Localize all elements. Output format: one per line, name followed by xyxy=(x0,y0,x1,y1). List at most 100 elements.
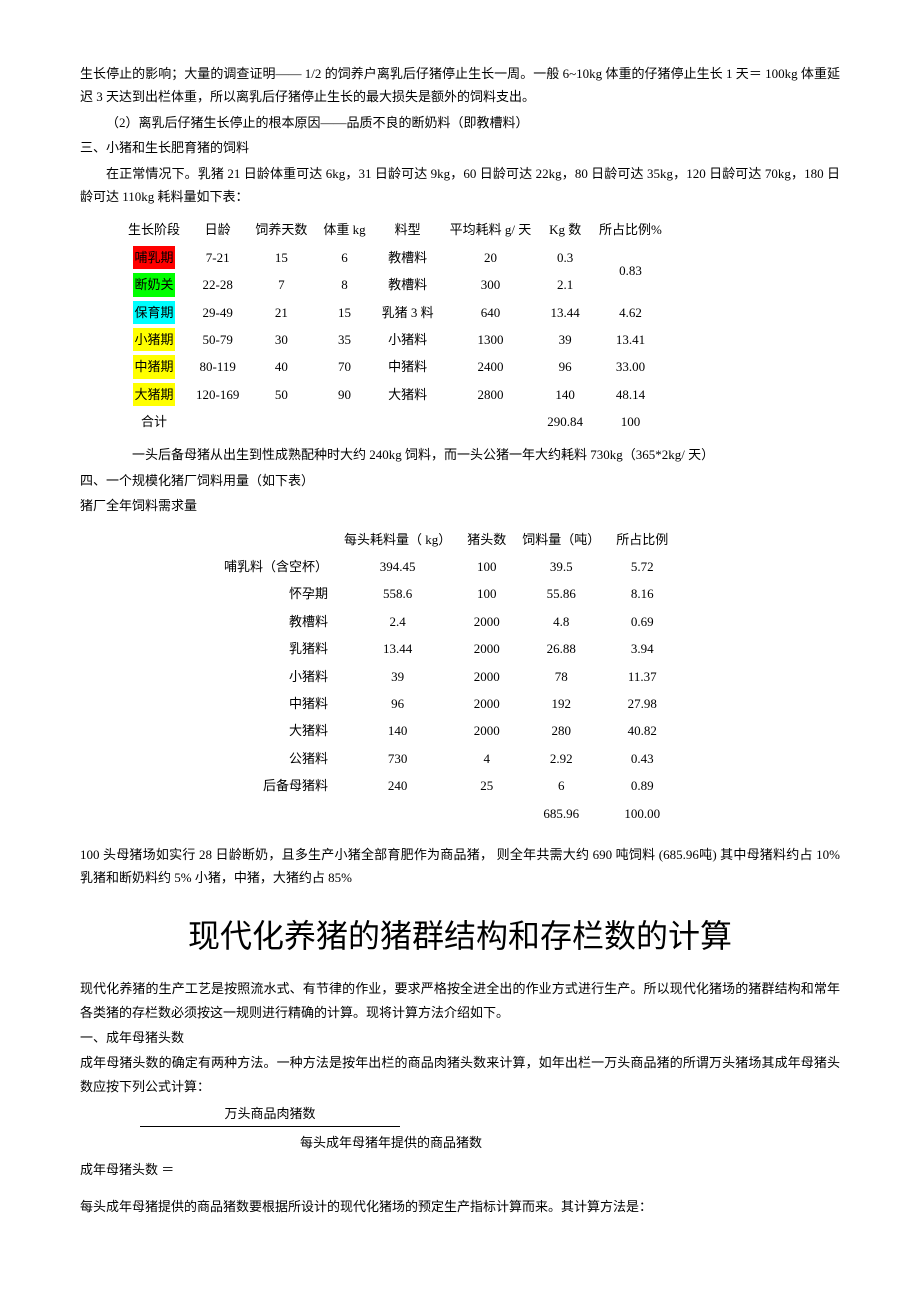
table-row: 中猪期80-1194070中猪料24009633.00 xyxy=(120,353,670,380)
data-cell: 20 xyxy=(442,244,540,271)
table-header-row: 生长阶段 日龄 饲养天数 体重 kg 料型 平均耗料 g/ 天 Kg 数 所占比… xyxy=(120,216,670,243)
name-cell: 后备母猪料 xyxy=(200,772,336,799)
col-pct: 所占比例% xyxy=(591,216,670,243)
name-cell: 小猪料 xyxy=(200,663,336,690)
data-cell: 0.69 xyxy=(608,608,676,635)
col-weight: 体重 kg xyxy=(315,216,373,243)
data-cell: 100 xyxy=(459,580,514,607)
data-cell: 教槽料 xyxy=(374,244,442,271)
data-cell: 15 xyxy=(315,299,373,326)
data-cell: 2.4 xyxy=(336,608,459,635)
pct-cell: 4.62 xyxy=(591,299,670,326)
name-cell: 中猪料 xyxy=(200,690,336,717)
data-cell: 50-79 xyxy=(188,326,247,353)
data-cell: 27.98 xyxy=(608,690,676,717)
data-cell: 30 xyxy=(247,326,315,353)
table-row: 小猪期50-793035小猪料13003913.41 xyxy=(120,326,670,353)
data-cell: 2400 xyxy=(442,353,540,380)
data-cell: 2800 xyxy=(442,381,540,408)
name-cell: 怀孕期 xyxy=(200,580,336,607)
paragraph-9: 现代化养猪的生产工艺是按照流水式、有节律的作业，要求严格按全进全出的作业方式进行… xyxy=(80,977,840,1024)
stage-cell: 中猪期 xyxy=(120,353,188,380)
stage-cell: 保育期 xyxy=(120,299,188,326)
col-name xyxy=(200,526,336,553)
paragraph-2: （2）离乳后仔猪生长停止的根本原因——品质不良的断奶料（即教槽料） xyxy=(80,111,840,134)
data-cell: 7 xyxy=(247,271,315,298)
name-cell: 大猪料 xyxy=(200,717,336,744)
data-cell: 13.44 xyxy=(336,635,459,662)
data-cell: 240 xyxy=(336,772,459,799)
data-cell: 40 xyxy=(247,353,315,380)
table-row: 小猪料3920007811.37 xyxy=(200,663,676,690)
stage-cell: 大猪期 xyxy=(120,381,188,408)
col-amount: 饲料量（吨） xyxy=(514,526,608,553)
data-cell: 300 xyxy=(442,271,540,298)
data-cell: 96 xyxy=(539,353,591,380)
data-cell: 70 xyxy=(315,353,373,380)
data-cell: 教槽料 xyxy=(374,271,442,298)
data-cell: 730 xyxy=(336,745,459,772)
heading-sows: 一、成年母猪头数 xyxy=(80,1026,840,1049)
data-cell: 2000 xyxy=(459,690,514,717)
growth-stage-table: 生长阶段 日龄 饲养天数 体重 kg 料型 平均耗料 g/ 天 Kg 数 所占比… xyxy=(120,216,670,435)
data-cell: 40.82 xyxy=(608,717,676,744)
data-cell: 8.16 xyxy=(608,580,676,607)
table-row: 教槽料2.420004.80.69 xyxy=(200,608,676,635)
table-row: 哺乳料（含空杯）394.4510039.55.72 xyxy=(200,553,676,580)
col-perhead: 每头耗料量（ kg） xyxy=(336,526,459,553)
name-cell: 公猪料 xyxy=(200,745,336,772)
total-label: 合计 xyxy=(120,408,188,435)
data-cell: 0.89 xyxy=(608,772,676,799)
table-row: 公猪料73042.920.43 xyxy=(200,745,676,772)
data-cell: 39.5 xyxy=(514,553,608,580)
pct-cell: 13.41 xyxy=(591,326,670,353)
data-cell: 26.88 xyxy=(514,635,608,662)
data-cell: 3.94 xyxy=(608,635,676,662)
data-cell: 4 xyxy=(459,745,514,772)
heading-3: 三、小猪和生长肥育猪的饲料 xyxy=(80,136,840,159)
col-age: 日龄 xyxy=(188,216,247,243)
paragraph-8: 100 头母猪场如实行 28 日龄断奶，且多生产小猪全部育肥作为商品猪， 则全年… xyxy=(80,843,840,890)
data-cell: 55.86 xyxy=(514,580,608,607)
pct-cell: 33.00 xyxy=(591,353,670,380)
data-cell: 0.43 xyxy=(608,745,676,772)
paragraph-7: 猪厂全年饲料需求量 xyxy=(80,494,840,517)
data-cell: 2.92 xyxy=(514,745,608,772)
data-cell: 15 xyxy=(247,244,315,271)
data-cell: 140 xyxy=(539,381,591,408)
total-kg: 290.84 xyxy=(539,408,591,435)
data-cell: 13.44 xyxy=(539,299,591,326)
pct-cell: 48.14 xyxy=(591,381,670,408)
data-cell: 120-169 xyxy=(188,381,247,408)
col-stage: 生长阶段 xyxy=(120,216,188,243)
data-cell: 29-49 xyxy=(188,299,247,326)
pct-cell: 0.83 xyxy=(591,244,670,299)
data-cell: 50 xyxy=(247,381,315,408)
data-cell: 11.37 xyxy=(608,663,676,690)
data-cell: 6 xyxy=(315,244,373,271)
data-cell: 39 xyxy=(539,326,591,353)
col-avg: 平均耗料 g/ 天 xyxy=(442,216,540,243)
paragraph-4: 在正常情况下。乳猪 21 日龄体重可达 6kg，31 日龄可达 9kg，60 日… xyxy=(80,162,840,209)
data-cell: 大猪料 xyxy=(374,381,442,408)
data-cell: 394.45 xyxy=(336,553,459,580)
data-cell: 8 xyxy=(315,271,373,298)
col-kg: Kg 数 xyxy=(539,216,591,243)
data-cell: 280 xyxy=(514,717,608,744)
table-header-row: 每头耗料量（ kg） 猪头数 饲料量（吨） 所占比例 xyxy=(200,526,676,553)
data-cell: 4.8 xyxy=(514,608,608,635)
data-cell: 140 xyxy=(336,717,459,744)
name-cell: 乳猪料 xyxy=(200,635,336,662)
data-cell: 39 xyxy=(336,663,459,690)
table-row: 断奶关22-2878教槽料3002.1 xyxy=(120,271,670,298)
data-cell: 2000 xyxy=(459,635,514,662)
formula-denominator: 每头成年母猪年提供的商品猪数 xyxy=(300,1131,840,1154)
data-cell: 100 xyxy=(459,553,514,580)
paragraph-1: 生长停止的影响；大量的调查证明—— 1/2 的饲养户离乳后仔猪停止生长一周。一般… xyxy=(80,62,840,109)
data-cell: 21 xyxy=(247,299,315,326)
table-row: 中猪料96200019227.98 xyxy=(200,690,676,717)
data-cell: 80-119 xyxy=(188,353,247,380)
name-cell: 教槽料 xyxy=(200,608,336,635)
data-cell: 乳猪 3 料 xyxy=(374,299,442,326)
table-row: 大猪料140200028040.82 xyxy=(200,717,676,744)
